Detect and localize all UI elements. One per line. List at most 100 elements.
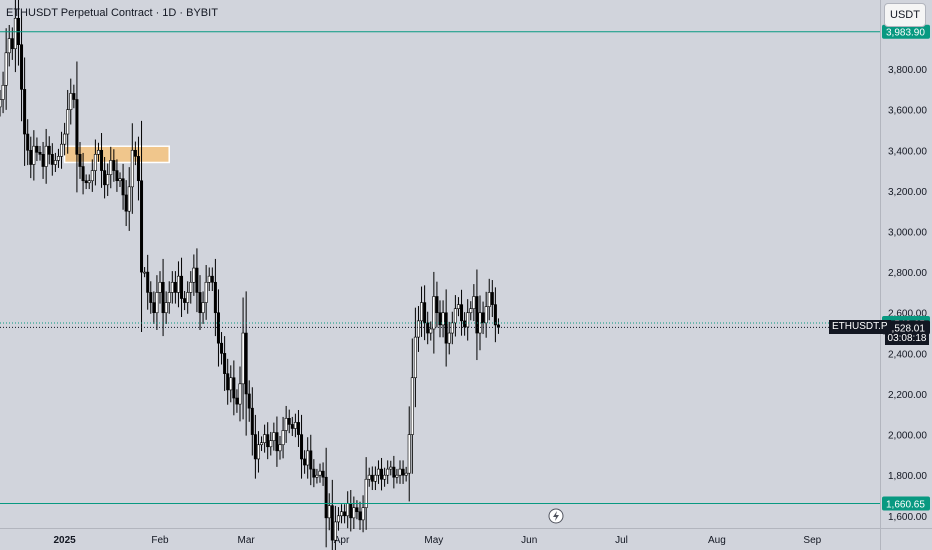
candle-body <box>413 336 417 379</box>
candle-body <box>395 474 399 478</box>
candle-body <box>112 160 116 171</box>
candle-body <box>278 444 282 452</box>
candle-body <box>29 149 33 165</box>
candle-body <box>140 180 144 273</box>
candle-body <box>247 393 251 409</box>
candle-body <box>398 468 402 476</box>
candle-body <box>284 418 288 431</box>
candle-body <box>121 178 125 196</box>
candle-body <box>213 281 217 314</box>
candle-body <box>426 322 430 334</box>
price-label-text: 1,660.65 <box>886 499 925 510</box>
candle-body <box>176 275 180 293</box>
candle-body <box>10 38 14 50</box>
candle-body <box>432 296 436 330</box>
candle-body <box>336 515 340 523</box>
candle-body <box>136 156 140 182</box>
candle-body <box>53 160 57 165</box>
x-tick-label: Jun <box>521 535 537 546</box>
candle-body <box>269 440 273 448</box>
y-tick-label: 3,400.00 <box>888 146 927 157</box>
candle-body <box>324 476 328 519</box>
candle-body <box>96 149 100 155</box>
candle-body <box>133 149 137 157</box>
candle-body <box>1 84 5 100</box>
y-tick-label: 2,200.00 <box>888 390 927 401</box>
candle-body <box>173 281 177 293</box>
candle-body <box>340 511 344 517</box>
candle-body <box>260 442 264 446</box>
candle-body <box>330 505 334 541</box>
candle-body <box>244 332 248 395</box>
candle-body <box>309 450 313 470</box>
candle-body <box>410 377 414 435</box>
candle-body <box>404 472 408 476</box>
y-tick-label: 1,600.00 <box>888 512 927 523</box>
candle-body <box>118 178 122 182</box>
candle-body <box>23 89 27 135</box>
candle-body <box>475 296 479 334</box>
candle-body <box>124 194 128 212</box>
candle-body <box>195 267 199 293</box>
candle-body <box>109 160 113 175</box>
x-tick-label: Sep <box>803 535 821 546</box>
candle-body <box>35 145 39 153</box>
candle-body <box>127 186 131 212</box>
y-tick-label: 3,800.00 <box>888 65 927 76</box>
candle-body <box>41 154 45 167</box>
candle-body <box>306 450 310 466</box>
bar-countdown: 03:08:18 <box>885 333 929 346</box>
candle-body <box>450 322 454 334</box>
chart-title: ETHUSDT Perpetual Contract · 1D · BYBIT <box>6 7 218 19</box>
candle-body <box>4 52 8 86</box>
candle-body <box>0 99 2 108</box>
candle-body <box>229 377 233 391</box>
candle-body <box>63 133 67 145</box>
candle-body <box>253 434 257 460</box>
candle-body <box>472 296 476 309</box>
candle-body <box>152 302 156 314</box>
candle-body <box>256 444 260 460</box>
candle-body <box>60 143 64 157</box>
candle-body <box>293 422 297 429</box>
candle-body <box>241 332 245 385</box>
candle-body <box>38 152 42 155</box>
candle-body <box>72 93 76 100</box>
x-tick-label: Apr <box>334 535 350 546</box>
candle-body <box>272 432 276 441</box>
candle-body <box>490 292 494 305</box>
y-tick-label: 2,800.00 <box>888 268 927 279</box>
candle-body <box>346 503 350 517</box>
y-tick-label: 1,800.00 <box>888 471 927 482</box>
candle-body <box>466 312 470 328</box>
currency-button[interactable]: USDT <box>884 3 926 27</box>
y-tick-label: 2,600.00 <box>888 309 927 320</box>
candle-body <box>423 302 427 324</box>
last-price-symbol-flag: ETHUSDT.P <box>829 320 891 335</box>
candle-body <box>456 304 460 309</box>
x-tick-label: Aug <box>708 535 726 546</box>
plot-area[interactable] <box>0 0 880 528</box>
candle-body <box>435 296 439 314</box>
candle-body <box>32 145 36 165</box>
candle-body <box>429 328 433 334</box>
lightning-icon-glyph <box>553 511 559 521</box>
candle-body <box>290 424 294 429</box>
candle-body <box>275 432 279 452</box>
candle-body <box>287 418 291 425</box>
candle-body <box>349 503 353 519</box>
candle-body <box>343 511 347 517</box>
candle-body <box>75 99 79 155</box>
candle-body <box>93 154 97 171</box>
candle-body <box>315 474 319 478</box>
candle-body <box>361 507 365 521</box>
candle-body <box>26 133 30 151</box>
candle-body <box>47 145 51 155</box>
candle-body <box>81 166 85 182</box>
candle-body <box>7 38 11 54</box>
candle-body <box>100 149 104 171</box>
candle-body <box>56 156 60 161</box>
candle-body <box>383 474 387 480</box>
candle-body <box>13 17 17 50</box>
